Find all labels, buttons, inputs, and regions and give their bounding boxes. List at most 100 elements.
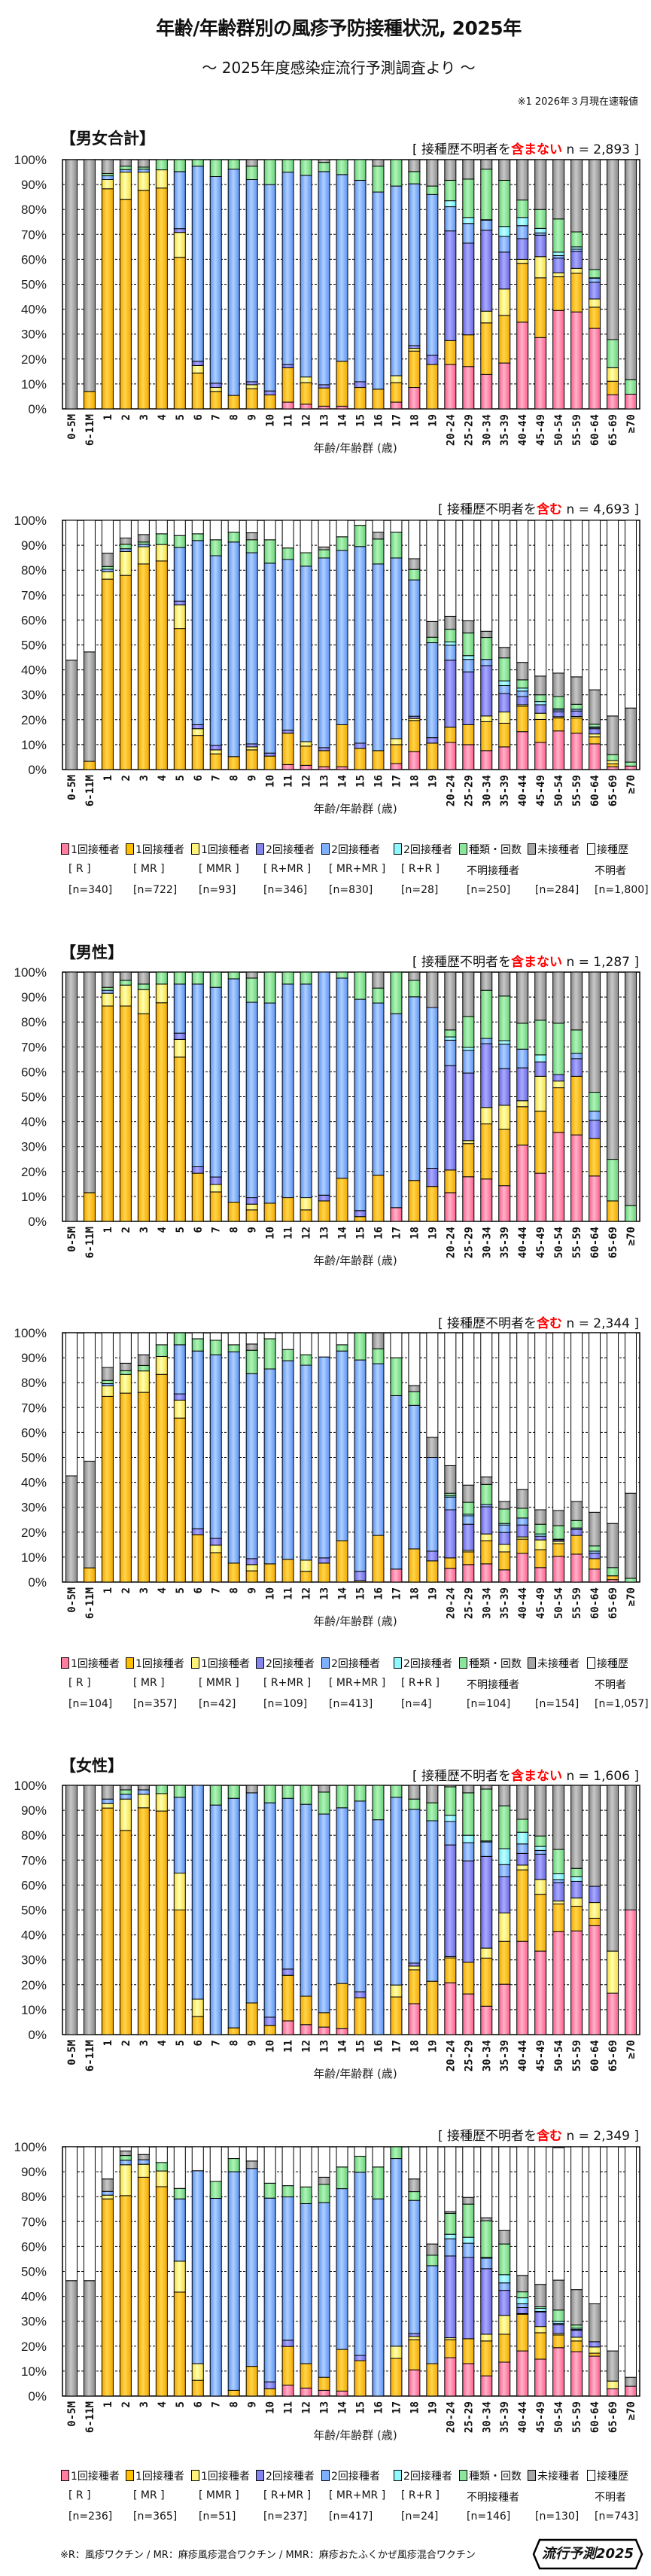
segment-mr bbox=[354, 387, 367, 410]
x-tick-label: 5 bbox=[175, 2401, 187, 2407]
segment-mr-mr bbox=[191, 166, 204, 362]
segment-r-mr bbox=[209, 1538, 222, 1546]
segment-unknown-type bbox=[372, 2166, 385, 2200]
segment-unknown-type bbox=[300, 552, 312, 567]
bar-2 bbox=[119, 520, 132, 770]
x-tick-label: 15 bbox=[354, 1587, 367, 1600]
segment-unknown-type bbox=[318, 2184, 330, 2203]
legend-label: 1回接種者 bbox=[135, 1658, 184, 1670]
segment-unknown-type bbox=[390, 159, 403, 187]
segment-mr bbox=[426, 1186, 439, 1222]
segment-r bbox=[589, 1925, 601, 2035]
legend-male: 1回接種者[ R ] [n=104] 1回接種者[ MR ] [n=357] 1回接種者… bbox=[0, 1656, 651, 1724]
legend-label: 1回接種者 bbox=[201, 844, 250, 856]
bar-6-11M bbox=[83, 159, 96, 410]
segment-mr bbox=[209, 1552, 222, 1583]
segment-unvaccinated bbox=[101, 1367, 114, 1381]
segment-unknown-type bbox=[300, 1785, 312, 1805]
x-tick-label: 6-11M bbox=[84, 2040, 96, 2071]
segment-unvaccinated bbox=[480, 159, 493, 170]
segment-mr-mr bbox=[227, 1351, 240, 1564]
legend-sublabel: [ MR+MR ] bbox=[329, 1677, 386, 1689]
x-tick-label: 60-64 bbox=[589, 414, 601, 446]
segment-unknown-type bbox=[516, 1023, 529, 1050]
segment-r-mr bbox=[534, 704, 547, 714]
segment-r-mr bbox=[281, 2340, 294, 2347]
segment-r-mr bbox=[191, 724, 204, 730]
segment-unknown-type bbox=[390, 2146, 403, 2160]
bar-4 bbox=[155, 1785, 168, 2035]
segment-r bbox=[516, 1553, 529, 1583]
legend-n-count: [n=51] bbox=[199, 2510, 236, 2523]
segment-r-mr bbox=[480, 1506, 493, 1535]
legend-swatch-icon bbox=[126, 843, 134, 855]
segment-r bbox=[318, 405, 330, 410]
legend-n-count: [n=357] bbox=[133, 1698, 178, 1710]
segment-mmr bbox=[101, 571, 114, 580]
segment-unknown-type bbox=[480, 169, 493, 221]
segment-r-mr bbox=[354, 742, 367, 749]
logo-frame-icon bbox=[532, 2538, 643, 2570]
legend-sublabel: 不明接種者 bbox=[467, 865, 519, 877]
segment-r bbox=[318, 2389, 330, 2397]
segment-mr-mr bbox=[281, 1797, 294, 1970]
y-tick-label: 0% bbox=[28, 763, 47, 777]
segment-mmr bbox=[101, 1386, 114, 1397]
segment-mr-mr bbox=[263, 184, 276, 392]
y-tick-label: 10% bbox=[21, 377, 47, 392]
segment-unvaccinated bbox=[119, 538, 132, 545]
segment-mr bbox=[390, 1996, 403, 2035]
segment-mr-mr bbox=[408, 1809, 421, 1964]
x-tick-label: 10 bbox=[265, 1587, 277, 1600]
segment-r-mr bbox=[191, 361, 204, 366]
legend-label: 未接種者 bbox=[537, 1658, 580, 1670]
segment-r bbox=[390, 1568, 403, 1583]
segment-mr-mr bbox=[390, 1395, 403, 1570]
legend-item: 1回接種者 bbox=[191, 1656, 250, 1671]
segment-mr-mr bbox=[354, 1359, 367, 1572]
segment-unknown-type bbox=[570, 1029, 583, 1054]
segment-r-r bbox=[534, 1054, 547, 1062]
segment-unknown-type bbox=[227, 532, 240, 543]
segment-r-mr bbox=[570, 710, 583, 717]
bar-50-54 bbox=[552, 1785, 565, 2035]
bar-7 bbox=[209, 971, 222, 1222]
bar-12 bbox=[300, 2146, 312, 2397]
segment-r-r bbox=[516, 687, 529, 692]
bar-45-49 bbox=[534, 2146, 547, 2397]
segment-mmr bbox=[534, 712, 547, 720]
legend-sublabel: [ MMR ] bbox=[199, 1677, 239, 1689]
bar-18 bbox=[408, 520, 421, 770]
segment-r-mr bbox=[480, 1043, 493, 1108]
segment-unknown-type bbox=[119, 166, 132, 170]
segment-history-unknown bbox=[155, 520, 168, 535]
segment-unvaccinated bbox=[607, 971, 619, 1160]
segment-unvaccinated bbox=[444, 1785, 457, 1788]
segment-unvaccinated bbox=[444, 971, 457, 1031]
segment-r bbox=[498, 1185, 511, 1222]
segment-unvaccinated bbox=[462, 2196, 475, 2205]
n-label: [ 接種歴不明者を含まない n = 1,606 ] bbox=[412, 1765, 639, 1784]
segment-unvaccinated bbox=[552, 1510, 565, 1526]
segment-history-unknown bbox=[263, 2146, 276, 2184]
segment-r bbox=[281, 2020, 294, 2035]
segment-r bbox=[300, 404, 312, 410]
segment-unknown-type bbox=[119, 2155, 132, 2161]
segment-r bbox=[498, 746, 511, 770]
segment-mr-mr bbox=[227, 541, 240, 758]
segment-mr bbox=[462, 1143, 475, 1178]
segment-mr bbox=[245, 1209, 258, 1222]
segment-history-unknown bbox=[245, 1332, 258, 1345]
legend-sublabel: [ MR+MR ] bbox=[329, 863, 386, 875]
segment-r-mr bbox=[173, 228, 186, 233]
y-tick-label: 40% bbox=[21, 303, 47, 317]
x-tick-label: 13 bbox=[319, 2401, 331, 2414]
bar-60-64 bbox=[589, 1785, 601, 2035]
segment-mr-mr bbox=[336, 1807, 348, 1984]
segment-mr bbox=[191, 372, 204, 410]
legend-swatch-icon bbox=[126, 1657, 134, 1669]
x-tick-label: 25-29 bbox=[463, 2401, 475, 2433]
segment-unvaccinated bbox=[137, 159, 150, 168]
legend-item: 1回接種者 bbox=[61, 2468, 120, 2483]
segment-unknown-type bbox=[137, 1364, 150, 1372]
